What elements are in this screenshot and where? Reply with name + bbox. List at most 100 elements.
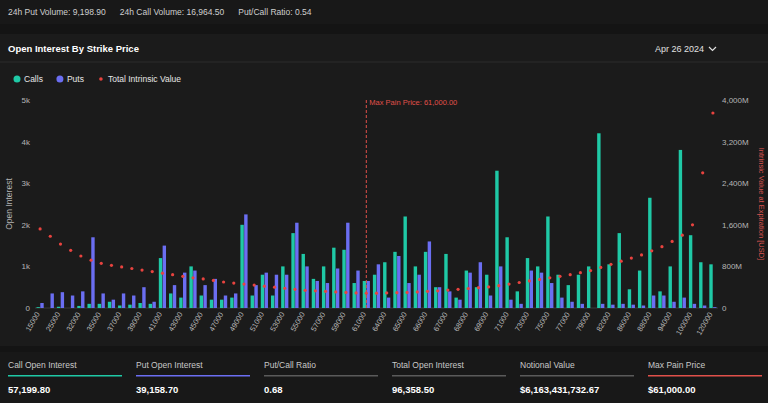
bar [540, 273, 543, 308]
intrinsic-dot [181, 275, 184, 278]
x-tick-label: 100000 [674, 311, 694, 337]
panel-title: Open Interest By Strike Price [8, 43, 139, 54]
bar [159, 258, 162, 308]
intrinsic-dot [212, 279, 215, 282]
x-tick-label: 57000 [309, 311, 327, 334]
bar [36, 307, 39, 308]
bar [567, 285, 570, 308]
bar [163, 246, 166, 308]
intrinsic-dot [599, 266, 602, 269]
bar [581, 304, 584, 308]
bar [316, 281, 319, 308]
intrinsic-dot [100, 262, 103, 265]
bar [536, 266, 539, 308]
x-tick-label: 86000 [615, 311, 633, 334]
x-tick-label: 94000 [656, 311, 674, 334]
bar [407, 283, 410, 308]
intrinsic-dot [538, 278, 541, 281]
bar [169, 293, 172, 308]
x-tick-label: 73000 [513, 311, 531, 334]
x-tick-label: 15000 [24, 311, 42, 334]
stat-label: Notional Value [520, 360, 575, 370]
bar [642, 306, 645, 308]
stat-label: Max Pain Price [648, 360, 705, 370]
intrinsic-dot [202, 277, 205, 280]
bar [98, 304, 101, 308]
bar [485, 275, 488, 308]
x-tick-label: 32000 [64, 311, 82, 334]
plot-marks [36, 100, 716, 308]
legend-label: Puts [67, 74, 84, 84]
x-tick-label: 45000 [187, 311, 205, 334]
stat-value: 39,158.70 [136, 384, 178, 395]
x-tick-label: 65000 [391, 311, 409, 334]
bar [628, 289, 631, 308]
y-tick-label: 3k [22, 179, 31, 188]
stat-label: Call Open Interest [8, 360, 77, 370]
intrinsic-dot [79, 254, 82, 257]
intrinsic-dot [467, 287, 470, 290]
bar [183, 273, 186, 308]
intrinsic-dot [38, 227, 41, 230]
bar [495, 171, 498, 308]
x-tick-label: 47000 [207, 311, 225, 334]
bar [499, 266, 502, 308]
header-item: Put/Call Ratio: 0.54 [238, 7, 312, 17]
bar [373, 275, 376, 308]
chevron [709, 47, 716, 51]
legend: CallsPutsTotal Intrinsic Value [14, 74, 182, 84]
max-pain-label: Max Pain Price: 61,000.00 [369, 98, 457, 107]
intrinsic-dot [507, 282, 510, 285]
bar [275, 275, 278, 308]
x-tick-label: 35000 [85, 311, 103, 334]
bar [142, 287, 145, 308]
bar [214, 279, 217, 308]
bar [128, 305, 131, 308]
bar [57, 307, 60, 308]
intrinsic-dot [334, 290, 337, 293]
x-tick-label: 67000 [431, 311, 449, 334]
intrinsic-dot [528, 279, 531, 282]
bar [179, 298, 182, 308]
y2-tick-label: 1,600M [722, 221, 749, 230]
bar [101, 293, 104, 308]
bar [607, 264, 610, 308]
bar [326, 283, 329, 308]
bar [118, 306, 121, 308]
bar [703, 306, 706, 308]
max-pain-line [366, 100, 367, 308]
stat-underline [8, 375, 122, 377]
bar [189, 266, 192, 308]
intrinsic-dot [344, 291, 347, 294]
bar [414, 266, 417, 308]
y2-tick-label: 3,200M [722, 138, 749, 147]
bar [40, 303, 43, 308]
bar [61, 292, 64, 308]
bar [81, 291, 84, 308]
legend-label: Calls [24, 74, 43, 84]
intrinsic-dot [487, 285, 490, 288]
bar [468, 273, 471, 308]
bar [652, 296, 655, 308]
bar [77, 306, 80, 308]
stat-value: 96,358.50 [392, 384, 434, 395]
bar [424, 252, 427, 308]
x-tick-label: 75000 [533, 311, 551, 334]
bar [570, 302, 573, 308]
panel [0, 34, 768, 346]
x-tick-label: 41000 [146, 311, 164, 334]
intrinsic-dot [630, 256, 633, 259]
intrinsic-dot [497, 284, 500, 287]
bar [353, 283, 356, 308]
bar [87, 304, 90, 308]
intrinsic-dot [59, 242, 62, 245]
bar [240, 225, 243, 308]
bar [519, 304, 522, 308]
bar [662, 296, 665, 308]
intrinsic-dot [589, 269, 592, 272]
bar [108, 302, 111, 308]
date-select[interactable]: Apr 26 2024 [655, 44, 704, 54]
bar [638, 271, 641, 308]
stat-underline [392, 375, 506, 377]
intrinsic-dot [69, 249, 72, 252]
